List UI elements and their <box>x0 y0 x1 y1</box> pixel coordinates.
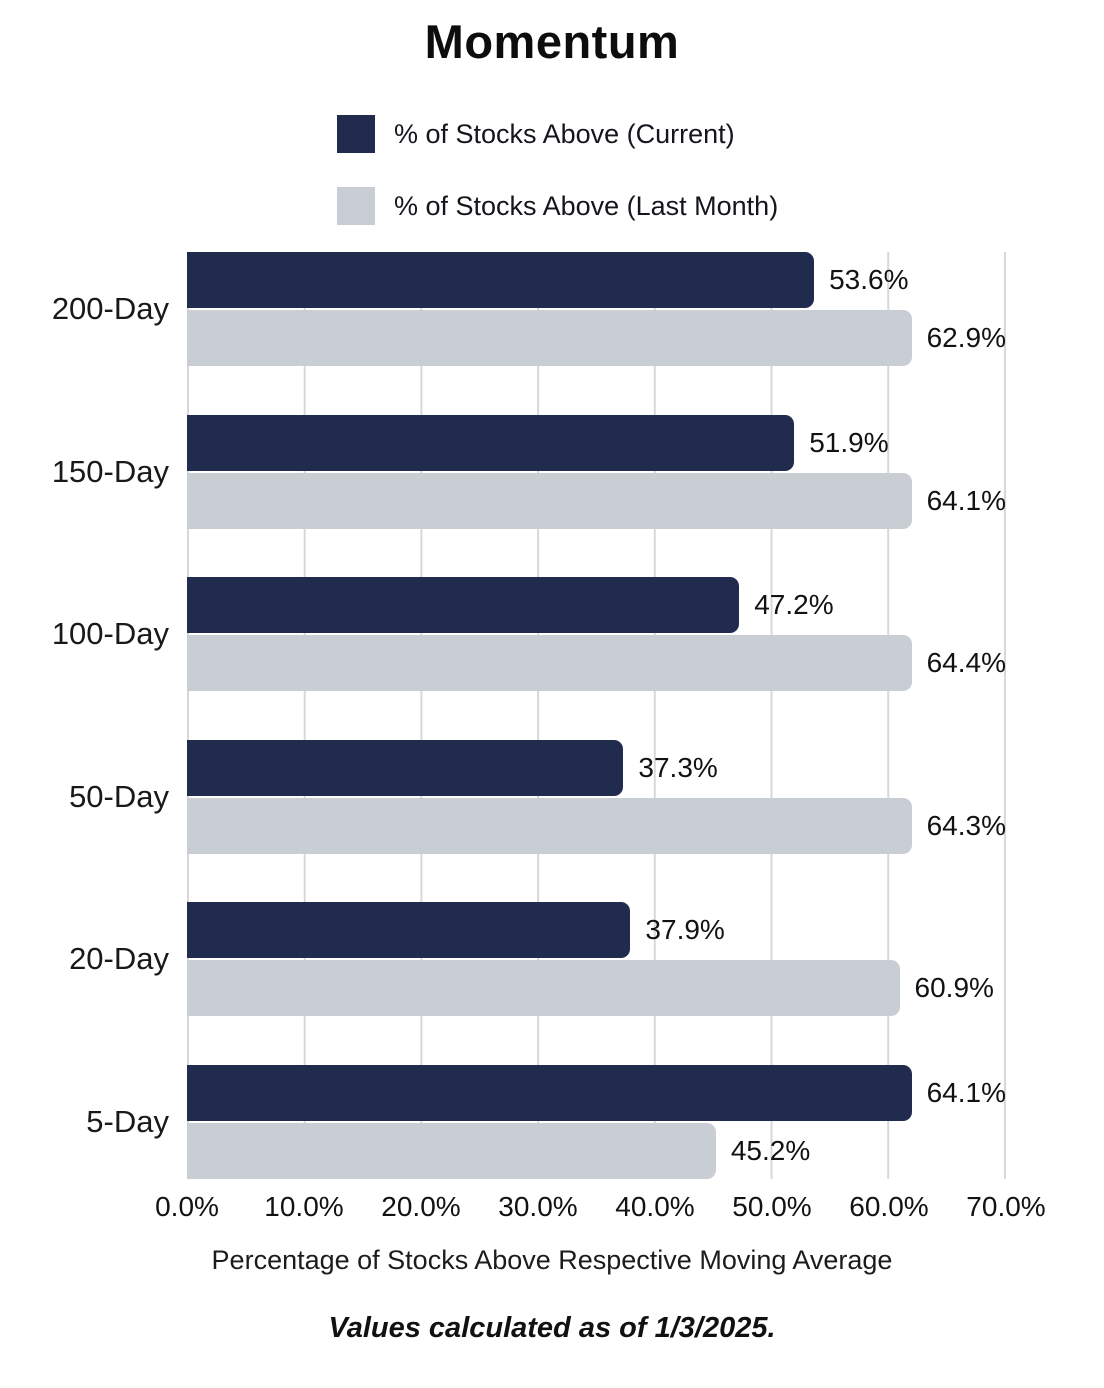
bar-current <box>187 739 624 796</box>
bar-current <box>187 414 795 471</box>
bar-group: 50-Day 37.3% 64.3% <box>0 739 1104 854</box>
bar-current <box>187 902 631 959</box>
bar-last-month <box>187 797 912 854</box>
x-tick: 10.0% <box>264 1191 344 1222</box>
x-tick: 20.0% <box>381 1191 461 1222</box>
x-tick: 40.0% <box>615 1191 695 1222</box>
x-tick: 0.0% <box>155 1191 219 1222</box>
footnote: Values calculated as of 1/3/2025. <box>328 1312 776 1344</box>
bar-value-label: 64.1% <box>926 484 1006 516</box>
bar-value-label: 60.9% <box>914 972 994 1004</box>
legend-label-current: % of Stocks Above (Current) <box>394 118 735 149</box>
legend-item-current: % of Stocks Above (Current) <box>337 115 1104 153</box>
bar-group: 5-Day 64.1% 45.2% <box>0 1064 1104 1179</box>
chart-title: Momentum <box>424 15 680 68</box>
x-axis: 0.0% 10.0% 20.0% 30.0% 40.0% 50.0% 60.0%… <box>155 1179 1046 1225</box>
gridlines <box>187 252 1006 1179</box>
bar-value-label: 51.9% <box>809 426 889 458</box>
bar-group: 150-Day 51.9% 64.1% <box>0 414 1104 529</box>
x-tick: 70.0% <box>966 1191 1046 1222</box>
legend-swatch-last-month <box>337 187 375 225</box>
bar-last-month <box>187 472 912 529</box>
bar-value-label: 53.6% <box>829 264 909 295</box>
bar-last-month <box>187 960 900 1017</box>
legend-label-last-month: % of Stocks Above (Last Month) <box>394 190 779 221</box>
legend-swatch-current <box>337 115 375 153</box>
bar-value-label: 47.2% <box>754 589 834 621</box>
legend: % of Stocks Above (Current) % of Stocks … <box>337 115 1104 225</box>
bar-last-month <box>187 310 912 366</box>
bar-group: 20-Day 37.9% 60.9% <box>0 902 1104 1017</box>
bar-last-month <box>187 1122 716 1179</box>
x-tick: 60.0% <box>849 1191 929 1222</box>
category-label: 200-Day <box>51 291 169 326</box>
bar-value-label: 37.3% <box>638 751 718 783</box>
bar-value-label: 64.1% <box>926 1076 1006 1108</box>
bar-value-label: 64.4% <box>926 647 1006 679</box>
bar-group: 100-Day 47.2% 64.4% <box>0 577 1104 692</box>
bar-value-label: 37.9% <box>645 914 725 946</box>
x-axis-title: Percentage of Stocks Above Respective Mo… <box>211 1245 893 1275</box>
x-tick: 30.0% <box>498 1191 578 1222</box>
bar-last-month <box>187 635 912 692</box>
x-tick: 50.0% <box>732 1191 812 1222</box>
category-label: 5-Day <box>86 1103 169 1139</box>
category-label: 100-Day <box>51 616 169 652</box>
category-label: 150-Day <box>51 453 169 489</box>
category-label: 20-Day <box>69 941 169 977</box>
plot-area: 200-Day 53.6% 62.9% 150-Day <box>0 252 1104 1179</box>
bar-value-label: 45.2% <box>730 1134 811 1166</box>
bar-value-label: 62.9% <box>926 322 1006 353</box>
bar-group: 200-Day 53.6% 62.9% <box>0 252 1104 366</box>
bar-current <box>187 577 740 634</box>
bar-current <box>187 1064 912 1121</box>
category-label: 50-Day <box>69 778 169 814</box>
bar-current <box>187 252 815 308</box>
legend-item-last-month: % of Stocks Above (Last Month) <box>337 187 1104 225</box>
bar-value-label: 64.3% <box>926 809 1006 841</box>
bar-rows: 200-Day 53.6% 62.9% 150-Day <box>0 252 1104 1179</box>
